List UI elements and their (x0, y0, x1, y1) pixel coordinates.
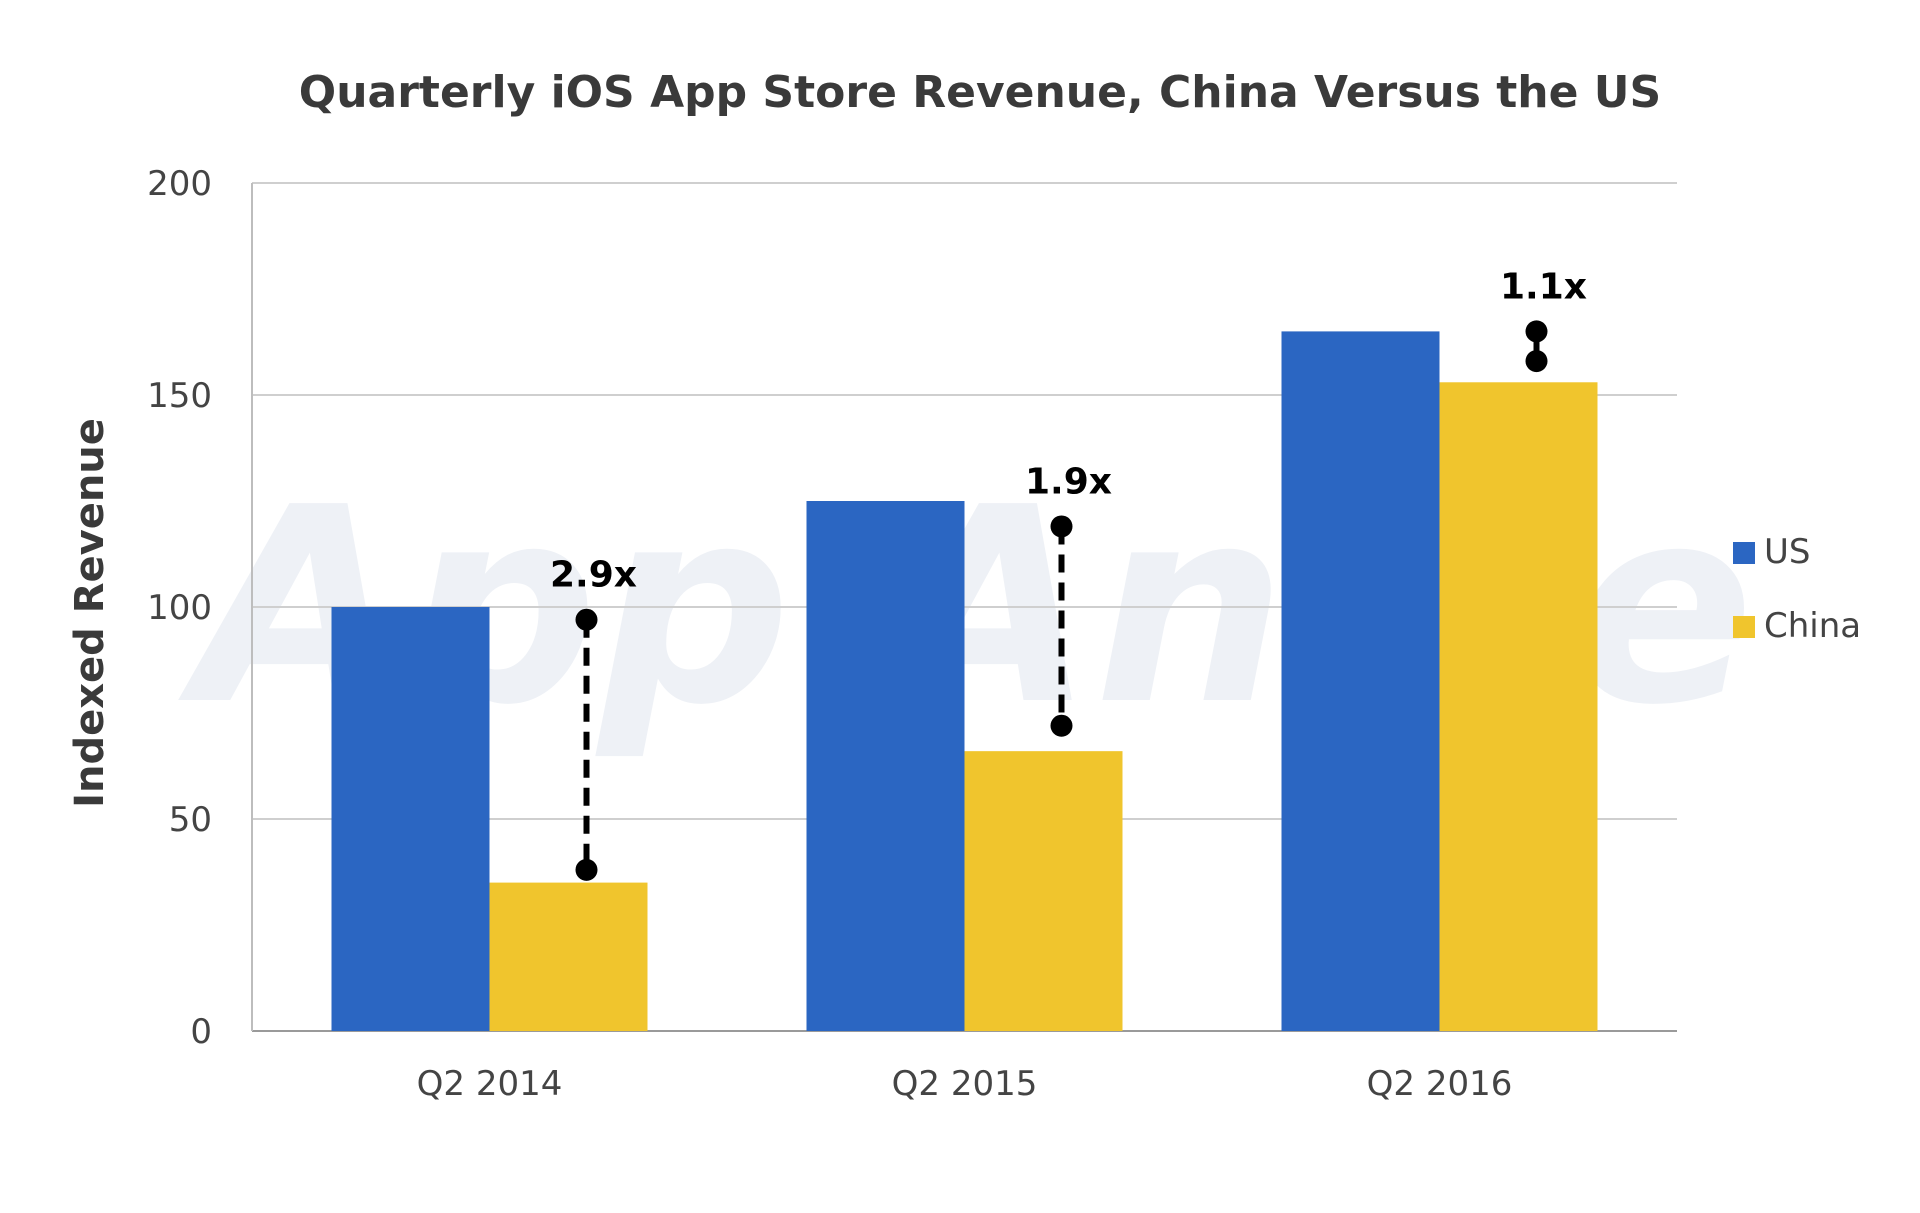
ratio-label: 2.9x (550, 555, 637, 596)
y-tick-label: 50 (169, 800, 212, 840)
y-tick-label: 150 (147, 376, 212, 416)
connector-dot-top (1050, 515, 1073, 538)
legend-label: China (1764, 606, 1861, 646)
bars (331, 331, 1598, 1031)
bar-us-q2-2014 (331, 607, 490, 1031)
ratio-annotation: 2.9x (550, 555, 637, 881)
bar-china-q2-2016 (1439, 382, 1598, 1031)
ratio-label: 1.1x (1500, 266, 1587, 307)
ratio-annotation: 1.1x (1500, 266, 1587, 373)
ratio-annotations: 2.9x 1.9x 1.1x (550, 266, 1587, 881)
connector-dot-bottom (1050, 714, 1073, 737)
x-tick-label: Q2 2014 (417, 1064, 563, 1104)
legend-item: US (1733, 532, 1810, 572)
bar-china-q2-2014 (489, 882, 648, 1031)
y-tick-label: 0 (190, 1012, 212, 1052)
legend: US China (1733, 532, 1861, 646)
legend-swatch (1733, 542, 1755, 564)
connector-dot-top (575, 608, 598, 631)
ratio-label: 1.9x (1025, 461, 1112, 502)
legend-swatch (1733, 616, 1755, 638)
x-tick-label: Q2 2015 (892, 1064, 1038, 1104)
chart-title: Quarterly iOS App Store Revenue, China V… (299, 67, 1661, 118)
legend-label: US (1764, 532, 1810, 572)
y-tick-label: 100 (147, 588, 212, 628)
connector-dot-bottom (575, 858, 598, 881)
y-tick-label: 200 (147, 164, 212, 204)
y-axis-title: Indexed Revenue (67, 418, 113, 808)
axes: Q2 2014 Q2 2015 Q2 2016 (417, 1064, 1513, 1104)
legend-item: China (1733, 606, 1861, 646)
bar-china-q2-2015 (964, 751, 1123, 1031)
connector-dot-top (1525, 320, 1548, 343)
bar-us-q2-2015 (806, 501, 965, 1031)
bar-us-q2-2016 (1281, 331, 1440, 1031)
connector-dot-bottom (1525, 350, 1548, 373)
ratio-annotation: 1.9x (1025, 461, 1112, 737)
x-tick-label: Q2 2016 (1367, 1064, 1513, 1104)
